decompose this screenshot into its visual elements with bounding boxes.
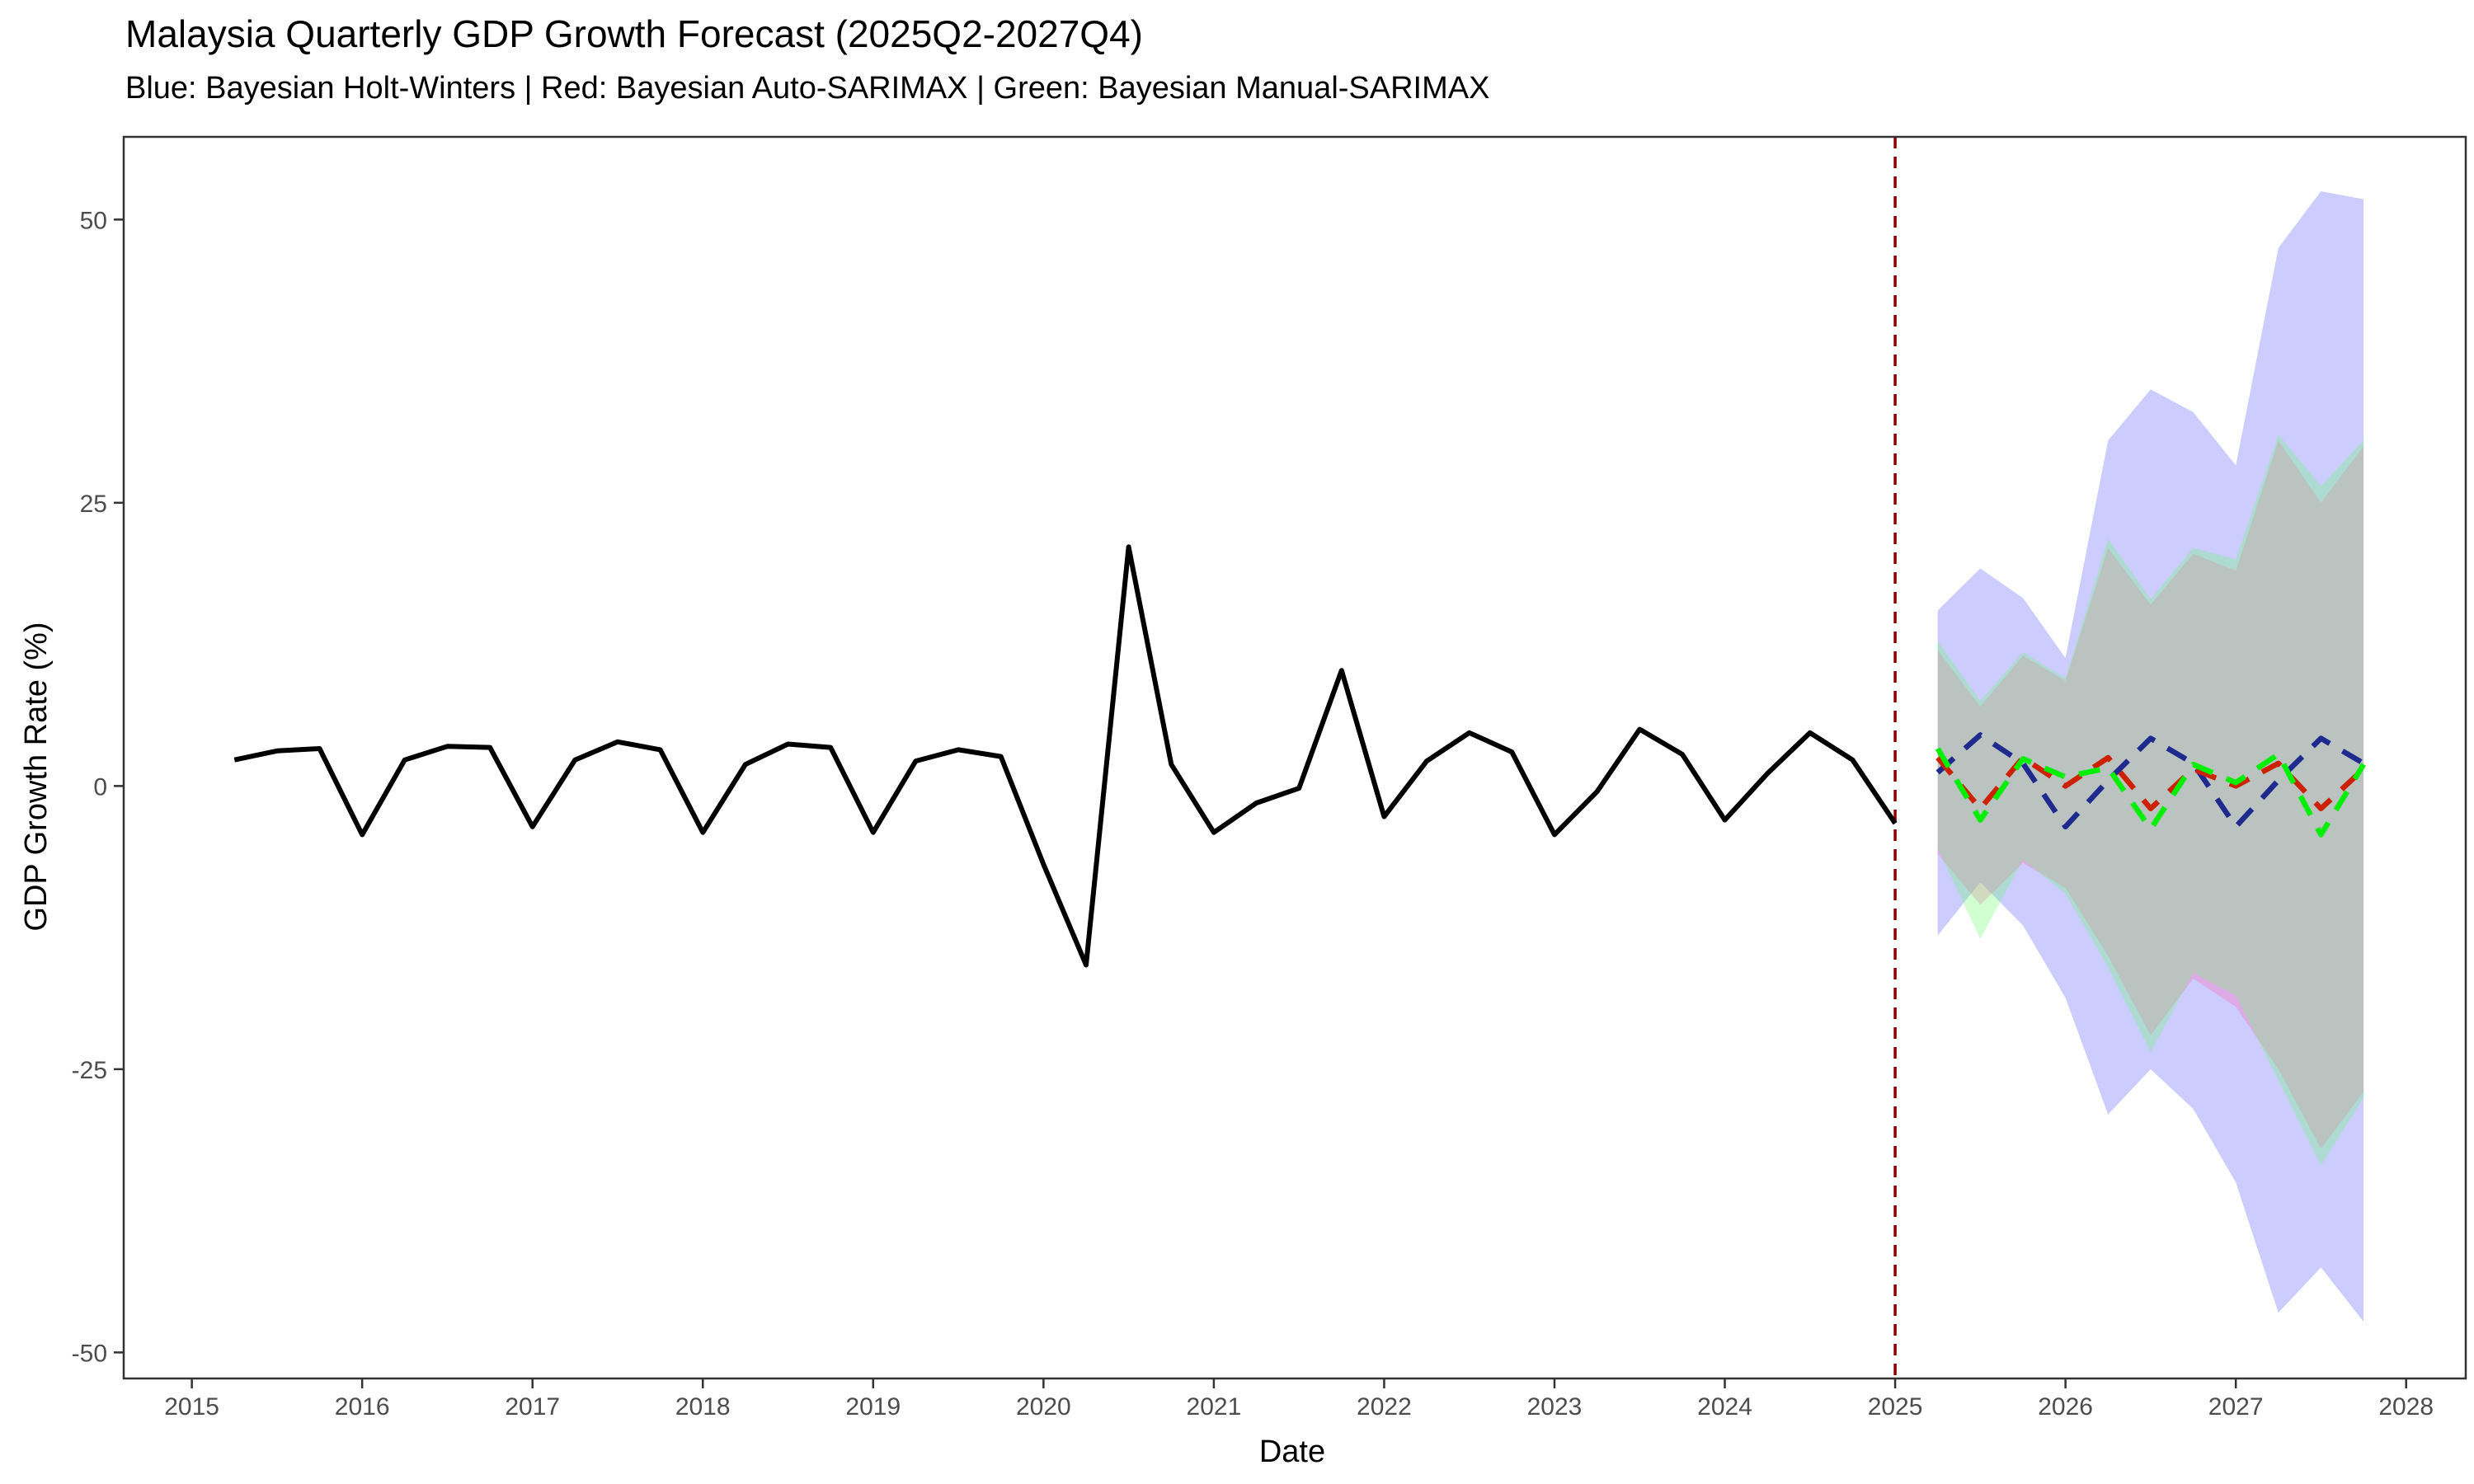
forecast-line-3 bbox=[1935, 747, 2366, 838]
y-axis-title: GDP Growth Rate (%) bbox=[19, 622, 54, 931]
x-tick-label: 2027 bbox=[2208, 1393, 2264, 1421]
historical-gdp-line bbox=[233, 544, 1898, 968]
x-tick-label: 2024 bbox=[1697, 1393, 1752, 1421]
x-tick-label: 2019 bbox=[845, 1393, 901, 1421]
confidence-bands bbox=[1937, 191, 2364, 1322]
x-tick-label: 2023 bbox=[1527, 1393, 1583, 1421]
x-tick-label: 2017 bbox=[505, 1393, 560, 1421]
x-tick-label: 2016 bbox=[335, 1393, 390, 1421]
x-axis-title: Date bbox=[1259, 1435, 1325, 1469]
x-tick-label: 2025 bbox=[1868, 1393, 1923, 1421]
x-tick-label: 2018 bbox=[675, 1393, 731, 1421]
x-tick-label: 2022 bbox=[1357, 1393, 1412, 1421]
y-tick-label: 50 bbox=[80, 207, 107, 234]
confidence-band-2 bbox=[1937, 440, 2364, 1149]
x-tick-label: 2028 bbox=[2378, 1393, 2434, 1421]
y-tick-label: 0 bbox=[93, 773, 107, 801]
y-tick-label: -25 bbox=[72, 1057, 107, 1084]
x-tick-label: 2026 bbox=[2038, 1393, 2093, 1421]
confidence-band-3 bbox=[1937, 434, 2364, 1166]
axis-ticks: 2015 2016 2017 2018 2019 2020 2021 2022 2023 2024… bbox=[72, 207, 2434, 1421]
series-lines bbox=[233, 544, 2366, 968]
plot-border bbox=[122, 135, 2467, 1380]
chart-subtitle: Blue: Bayesian Holt-Winters | Red: Bayes… bbox=[125, 71, 1490, 106]
plot-frame-group bbox=[122, 135, 2467, 1380]
y-tick-label: 25 bbox=[80, 491, 107, 518]
x-tick-label: 2020 bbox=[1016, 1393, 1071, 1421]
confidence-band-1 bbox=[1937, 191, 2364, 1322]
chart-title: Malaysia Quarterly GDP Growth Forecast (… bbox=[125, 12, 1143, 55]
forecast-line-1 bbox=[1935, 732, 2365, 830]
x-tick-label: 2015 bbox=[164, 1393, 219, 1421]
y-tick-label: -50 bbox=[72, 1340, 107, 1367]
x-tick-label: 2021 bbox=[1187, 1393, 1242, 1421]
